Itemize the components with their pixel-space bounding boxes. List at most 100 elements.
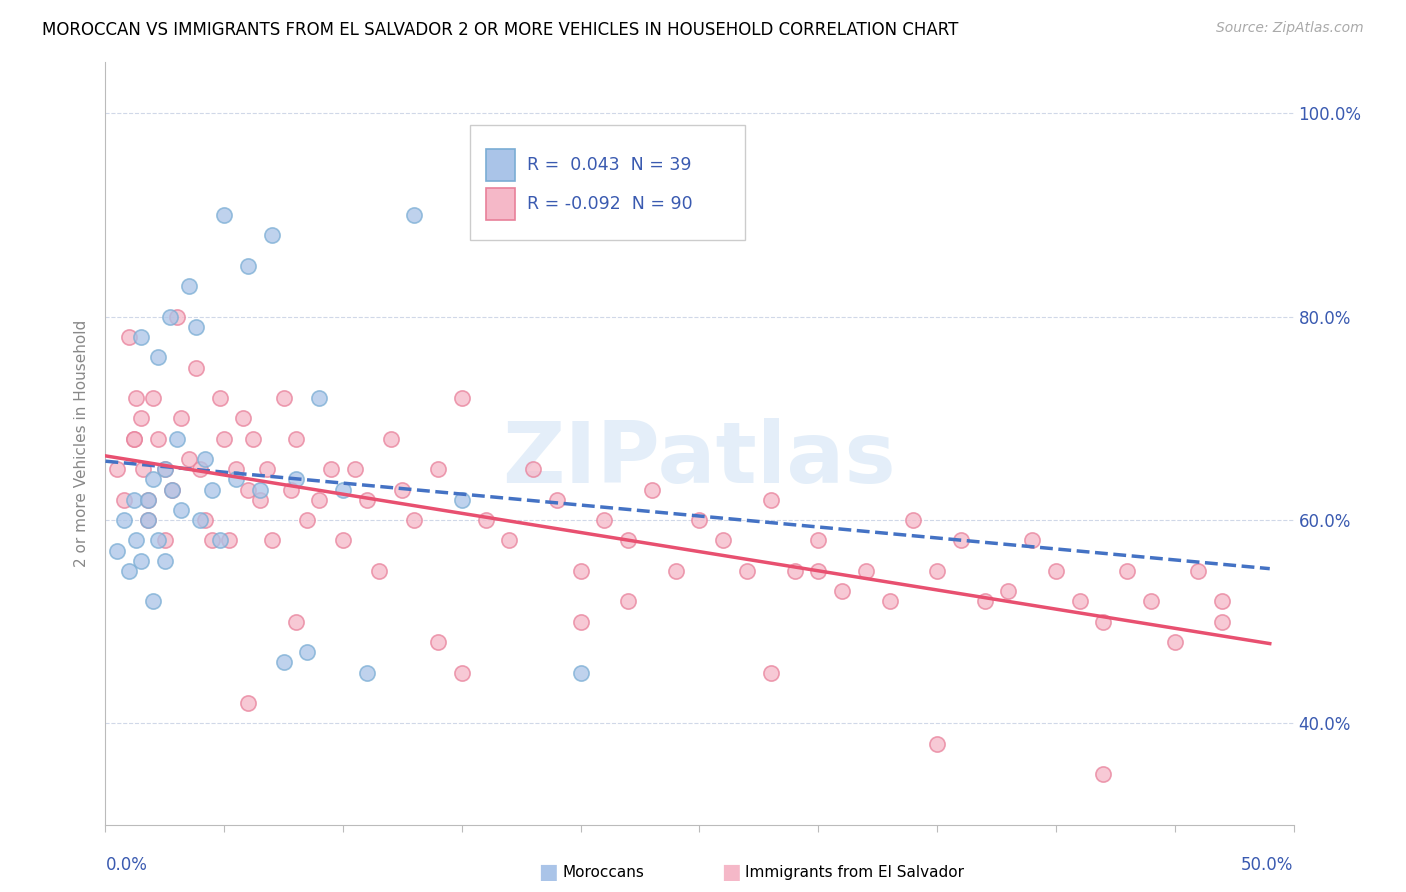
Point bbox=[332, 533, 354, 548]
Point bbox=[118, 564, 141, 578]
Point bbox=[617, 533, 640, 548]
Point bbox=[132, 462, 155, 476]
Point bbox=[973, 594, 995, 608]
Text: R =  0.043  N = 39: R = 0.043 N = 39 bbox=[527, 155, 692, 174]
Point bbox=[146, 351, 169, 365]
FancyBboxPatch shape bbox=[485, 149, 516, 181]
Point bbox=[997, 584, 1019, 599]
Point bbox=[160, 483, 183, 497]
Point bbox=[689, 513, 711, 527]
Point bbox=[925, 564, 948, 578]
Point bbox=[569, 564, 592, 578]
Point bbox=[1140, 594, 1163, 608]
Point bbox=[105, 462, 128, 476]
Point bbox=[759, 492, 782, 507]
Point bbox=[201, 483, 224, 497]
Point bbox=[879, 594, 901, 608]
Text: ZIPatlas: ZIPatlas bbox=[502, 417, 897, 500]
Point bbox=[273, 656, 295, 670]
Point bbox=[122, 432, 145, 446]
Point bbox=[297, 645, 319, 659]
Point bbox=[1164, 635, 1187, 649]
Point bbox=[190, 513, 212, 527]
Point bbox=[273, 391, 295, 405]
Point bbox=[142, 391, 165, 405]
Point bbox=[949, 533, 972, 548]
Point bbox=[783, 564, 806, 578]
Point bbox=[546, 492, 568, 507]
Point bbox=[125, 391, 148, 405]
Point bbox=[391, 483, 413, 497]
FancyBboxPatch shape bbox=[470, 125, 745, 240]
Point bbox=[711, 533, 734, 548]
Point bbox=[225, 472, 247, 486]
Text: Source: ZipAtlas.com: Source: ZipAtlas.com bbox=[1216, 21, 1364, 35]
Point bbox=[218, 533, 240, 548]
Point bbox=[356, 665, 378, 680]
Point bbox=[225, 462, 247, 476]
Point bbox=[136, 513, 159, 527]
Point bbox=[142, 594, 165, 608]
Point bbox=[308, 492, 330, 507]
Point bbox=[160, 483, 183, 497]
FancyBboxPatch shape bbox=[485, 188, 516, 220]
Point bbox=[142, 472, 165, 486]
Point bbox=[260, 228, 283, 243]
Point bbox=[146, 432, 169, 446]
Point bbox=[569, 615, 592, 629]
Text: 50.0%: 50.0% bbox=[1241, 855, 1294, 873]
Point bbox=[284, 472, 307, 486]
Point bbox=[129, 330, 152, 344]
Point bbox=[177, 279, 200, 293]
Point bbox=[236, 696, 259, 710]
Point bbox=[807, 533, 830, 548]
Point bbox=[450, 391, 472, 405]
Point bbox=[190, 462, 212, 476]
Point bbox=[236, 483, 259, 497]
Point bbox=[242, 432, 264, 446]
Point bbox=[404, 513, 426, 527]
Point bbox=[1116, 564, 1139, 578]
Point bbox=[297, 513, 319, 527]
Point bbox=[404, 208, 426, 222]
Point bbox=[321, 462, 343, 476]
Point bbox=[170, 411, 193, 425]
Point bbox=[153, 462, 176, 476]
Point bbox=[308, 391, 330, 405]
Point bbox=[249, 492, 271, 507]
Text: R = -0.092  N = 90: R = -0.092 N = 90 bbox=[527, 195, 693, 213]
Point bbox=[925, 737, 948, 751]
Point bbox=[170, 503, 193, 517]
Point bbox=[129, 554, 152, 568]
Point bbox=[380, 432, 402, 446]
Point bbox=[807, 564, 830, 578]
Point bbox=[201, 533, 224, 548]
Y-axis label: 2 or more Vehicles in Household: 2 or more Vehicles in Household bbox=[75, 320, 90, 567]
Point bbox=[153, 554, 176, 568]
Text: MOROCCAN VS IMMIGRANTS FROM EL SALVADOR 2 OR MORE VEHICLES IN HOUSEHOLD CORRELAT: MOROCCAN VS IMMIGRANTS FROM EL SALVADOR … bbox=[42, 21, 959, 38]
Point bbox=[153, 462, 176, 476]
Point bbox=[105, 543, 128, 558]
Point bbox=[129, 411, 152, 425]
Point bbox=[1069, 594, 1091, 608]
Point bbox=[569, 665, 592, 680]
Point bbox=[122, 432, 145, 446]
Point bbox=[498, 533, 520, 548]
Point bbox=[184, 319, 207, 334]
Point bbox=[474, 513, 496, 527]
Point bbox=[260, 533, 283, 548]
Point bbox=[214, 208, 236, 222]
Point bbox=[256, 462, 278, 476]
Point bbox=[166, 310, 188, 324]
Point bbox=[122, 492, 145, 507]
Text: 0.0%: 0.0% bbox=[105, 855, 148, 873]
Point bbox=[177, 452, 200, 467]
Point bbox=[759, 665, 782, 680]
Point bbox=[284, 615, 307, 629]
Point bbox=[208, 533, 231, 548]
Point bbox=[367, 564, 389, 578]
Text: Immigrants from El Salvador: Immigrants from El Salvador bbox=[745, 865, 965, 880]
Point bbox=[1092, 767, 1115, 781]
Point bbox=[332, 483, 354, 497]
Point bbox=[184, 360, 207, 375]
